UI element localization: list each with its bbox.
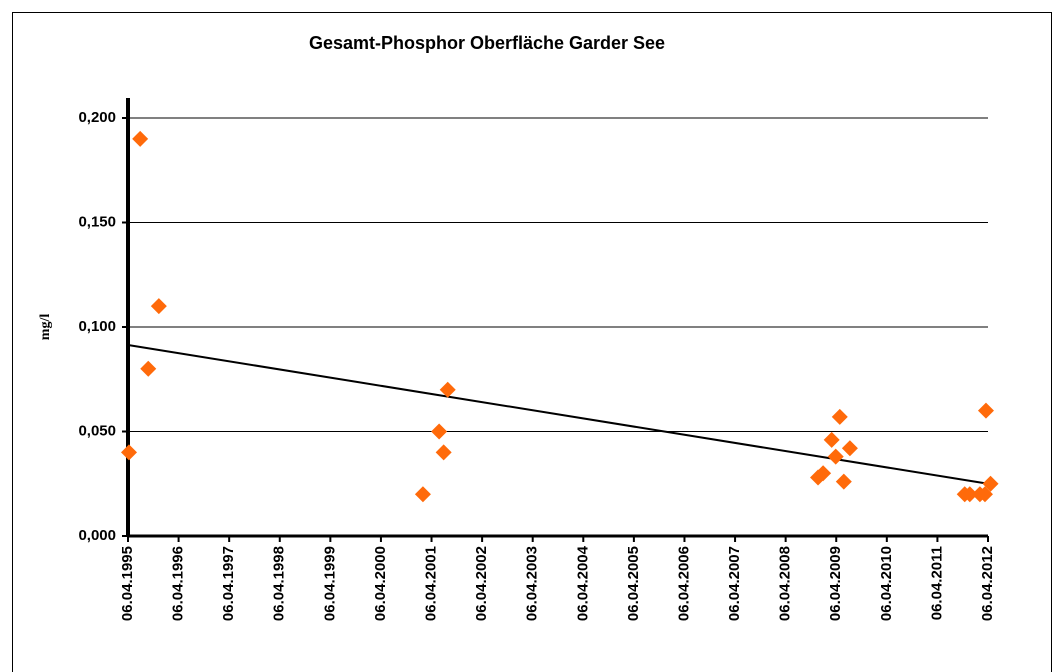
x-tick-label: 06.04.2005 [625,546,642,621]
y-tick-label: 0,200 [78,109,116,126]
x-tick-label: 06.04.1996 [170,546,187,621]
data-point [439,381,456,398]
x-tick-label: 06.04.2000 [372,546,389,621]
y-tick-label: 0,150 [78,213,116,230]
x-tick-label: 06.04.2008 [777,546,794,621]
data-point [831,408,848,425]
data-point [976,486,993,503]
y-tick-label: 0,050 [78,422,116,439]
x-tick-label: 06.04.1998 [271,546,288,621]
x-tick-label: 06.04.2006 [675,546,692,621]
data-point [414,486,431,503]
data-point [140,360,157,377]
data-point [823,431,840,448]
data-point [841,440,858,457]
x-tick-label: 06.04.2002 [473,546,490,621]
data-point [977,402,994,419]
x-tick-label: 06.04.2010 [878,546,895,621]
y-axis-label: mg/l [38,314,53,341]
data-point [435,444,452,461]
data-point [961,486,978,503]
x-tick-label: 06.04.2001 [422,546,439,621]
y-tick-label: 0,100 [78,318,116,335]
x-tick-label: 06.04.2009 [827,546,844,621]
trendline [127,343,989,485]
x-tick-label: 06.04.2011 [928,546,945,620]
x-tick-label: 06.04.2012 [979,546,996,621]
data-point [121,444,138,461]
x-tick-label: 06.04.2004 [574,545,591,621]
data-point [431,423,448,440]
x-tick-label: 06.04.2007 [726,546,743,621]
data-point [827,448,844,465]
x-tick-label: 06.04.1995 [119,546,136,621]
y-tick-label: 0,000 [78,527,116,544]
chart-title: Gesamt-Phosphor Oberfläche Garder See [309,33,665,53]
data-point [815,465,832,482]
data-point [150,298,167,315]
data-point [132,130,149,147]
x-tick-label: 06.04.1997 [220,546,237,621]
x-tick-label: 06.04.2003 [524,546,541,621]
data-point [835,473,852,490]
chart-frame [12,12,1052,672]
x-tick-label: 06.04.1999 [321,546,338,621]
data-point [982,475,999,492]
